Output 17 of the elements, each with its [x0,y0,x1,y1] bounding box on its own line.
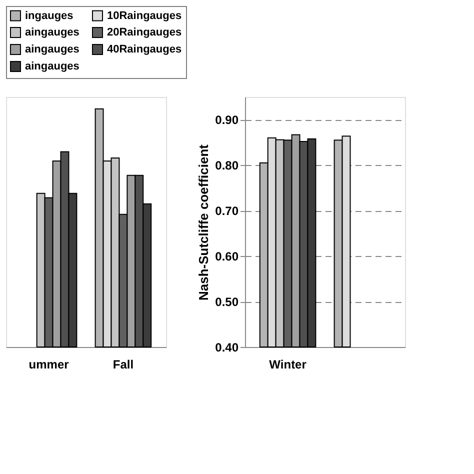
y-tick-label: 0.90 [215,113,239,128]
y-axis-title: Nash-Sutcliffe coefficient [196,144,212,301]
x-tick-label: Fall [112,358,134,372]
x-tick-label: Winter [269,358,307,372]
legend-label: aingauges [25,26,80,38]
y-tick-label: 0.60 [215,250,239,264]
legend-label: ingauges [25,10,74,22]
y-tick-label: 0.80 [215,158,239,173]
y-tick-label: 0.40 [215,340,239,354]
y-tick-label: 0.70 [215,204,239,218]
legend-label: aingauges [25,60,80,72]
legend-label: 40Raingauges [107,44,182,56]
y-tick-label: 0.50 [215,295,239,310]
legend-label: 20Raingauges [107,26,182,38]
legend-label: aingauges [25,44,80,56]
x-tick-label: ummer [28,358,70,372]
legend-label: 10Raingauges [107,10,182,22]
